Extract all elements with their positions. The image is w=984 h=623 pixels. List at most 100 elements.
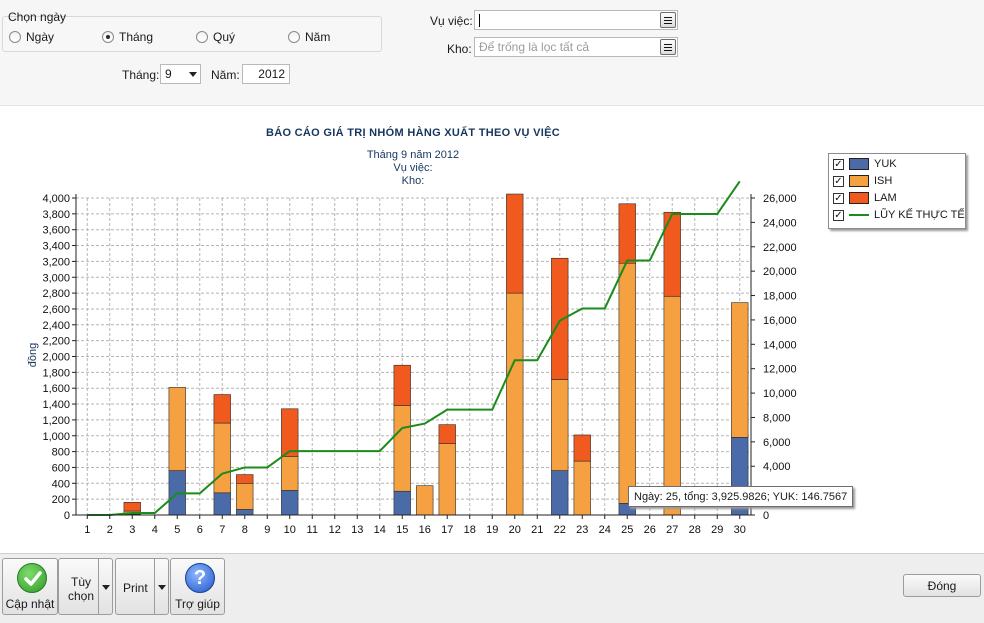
x-tick-label: 17 [441, 524, 453, 536]
bar-segment-ish [618, 262, 636, 504]
bar-segment-lam [236, 474, 254, 484]
bar-segment-lam [213, 394, 231, 424]
y-tick-label: 2,200 [42, 336, 70, 348]
x-tick-label: 10 [284, 524, 296, 536]
y2-tick-label: 14,000 [763, 339, 797, 351]
chevron-down-icon[interactable] [154, 559, 168, 614]
options-button[interactable]: Tùy chọn [58, 558, 113, 615]
checkbox-checked-icon[interactable]: ✓ [833, 209, 844, 221]
x-tick-label: 22 [554, 524, 566, 536]
radio-year-label: Năm [305, 30, 331, 44]
legend-item-yuk[interactable]: ✓ YUK [833, 157, 897, 171]
x-tick-label: 20 [509, 524, 521, 536]
legend-line-swatch [849, 209, 869, 221]
radio-quarter-label: Quý [213, 30, 236, 44]
bar-segment-lam [393, 364, 411, 406]
options-label: Tùy chọn [68, 575, 94, 603]
kho-placeholder: Để trống là lọc tất cả [479, 40, 590, 54]
y-tick-label: 400 [52, 478, 70, 490]
legend-label: ISH [874, 175, 893, 187]
x-tick-label: 11 [307, 524, 318, 536]
close-button[interactable]: Đóng [903, 574, 981, 597]
y2-tick-label: 22,000 [763, 242, 797, 254]
radio-dot-selected [102, 31, 114, 43]
legend-item-lam[interactable]: ✓ LAM [833, 191, 897, 205]
y-tick-label: 2,600 [42, 304, 70, 316]
legend-label: YUK [874, 158, 897, 170]
y2-tick-label: 24,000 [763, 217, 797, 229]
x-tick-label: 2 [107, 524, 113, 536]
radio-quarter[interactable]: Quý [196, 30, 235, 44]
radio-day-label: Ngày [26, 30, 55, 44]
y-tick-label: 200 [52, 494, 70, 506]
x-tick-label: 1 [84, 524, 90, 536]
y2-tick-label: 0 [763, 510, 769, 522]
chart-grid [76, 197, 751, 516]
help-label: Trợ giúp [175, 597, 220, 611]
cumulative-line [87, 180, 741, 516]
radio-month-label: Tháng [119, 30, 154, 44]
bar-segment-yuk [393, 490, 411, 516]
vuviec-label: Vụ việc: [430, 14, 473, 28]
panel-divider [0, 105, 984, 106]
list-dropdown-icon[interactable] [660, 39, 676, 55]
radio-year[interactable]: Năm [288, 30, 330, 44]
bar-segment-ish [236, 482, 254, 510]
legend-label: LAM [874, 192, 897, 204]
bar-segment-ish [731, 302, 749, 438]
checkbox-checked-icon[interactable]: ✓ [833, 158, 844, 170]
x-tick-label: 19 [486, 524, 498, 536]
print-button[interactable]: Print [115, 558, 169, 615]
x-tick-label: 13 [351, 524, 363, 536]
y-tick-label: 1,800 [42, 367, 70, 379]
bar-segment-lam [618, 203, 636, 264]
chevron-down-icon[interactable] [98, 559, 112, 614]
bar-segment-yuk [123, 513, 141, 516]
x-tick-label: 5 [174, 524, 180, 536]
x-tick-label: 21 [531, 524, 543, 536]
y-tick-label: 0 [64, 510, 70, 522]
radio-dot [196, 31, 208, 43]
radio-dot [9, 31, 21, 43]
list-dropdown-icon[interactable] [660, 12, 676, 28]
x-tick-label: 26 [644, 524, 656, 536]
year-input[interactable]: 2012 [242, 64, 290, 84]
y-tick-label: 1,400 [42, 399, 70, 411]
x-tick-label: 9 [264, 524, 270, 536]
y-tick-label: 2,000 [42, 352, 70, 364]
x-tick-label: 30 [734, 524, 746, 536]
vuviec-combo[interactable] [474, 10, 678, 30]
year-label: Năm: [211, 68, 240, 82]
checkbox-checked-icon[interactable]: ✓ [833, 192, 844, 204]
help-button[interactable]: ? Trợ giúp [170, 558, 225, 615]
update-button[interactable]: Cập nhật [2, 558, 58, 615]
month-select[interactable]: 9 [160, 64, 201, 84]
y2-tick-label: 20,000 [763, 266, 797, 278]
legend-item-cumulative[interactable]: ✓ LŨY KẾ THỰC TẾ [833, 208, 965, 222]
bar-segment-lam [663, 211, 681, 297]
x-tick-label: 16 [419, 524, 431, 536]
x-tick-label: 8 [242, 524, 248, 536]
month-value: 9 [165, 67, 172, 81]
chart-legend: ✓ YUK ✓ ISH ✓ LAM ✓ LŨY KẾ THỰC TẾ [828, 153, 966, 229]
checkbox-checked-icon[interactable]: ✓ [833, 175, 844, 187]
x-tick-label: 15 [396, 524, 408, 536]
y-tick-label: 1,600 [42, 383, 70, 395]
legend-label: LŨY KẾ THỰC TẾ [874, 209, 965, 221]
x-tick-label: 6 [197, 524, 203, 536]
radio-dot [288, 31, 300, 43]
x-tick-label: 23 [576, 524, 588, 536]
chart-subtitle-vuviec: Vụ việc: [393, 162, 433, 174]
chart-subtitle-kho: Kho: [401, 175, 425, 187]
y2-tick-label: 12,000 [763, 364, 797, 376]
x-tick-label: 4 [152, 524, 158, 536]
legend-item-ish[interactable]: ✓ ISH [833, 174, 892, 188]
y-tick-label: 1,200 [42, 415, 70, 427]
chart-subtitle-period: Tháng 9 năm 2012 [366, 149, 460, 161]
kho-combo[interactable]: Để trống là lọc tất cả [474, 37, 678, 57]
radio-day[interactable]: Ngày [9, 30, 54, 44]
radio-month[interactable]: Tháng [102, 30, 153, 44]
kho-label: Kho: [447, 42, 472, 56]
chart-tooltip: Ngày: 25, tổng: 3,925.9826; YUK: 146.756… [628, 486, 854, 507]
y-tick-label: 4,000 [42, 193, 70, 205]
